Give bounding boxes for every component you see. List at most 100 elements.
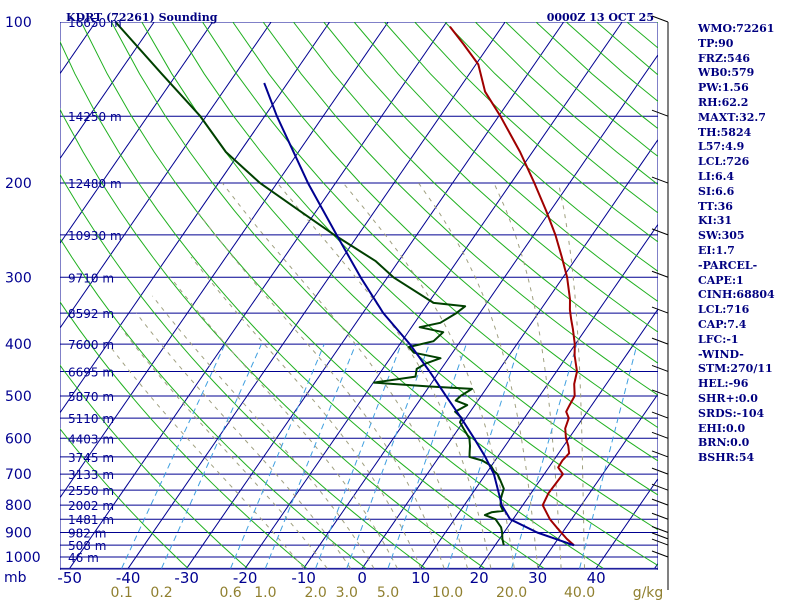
height-label: 6695 m [68, 365, 114, 379]
wind-barb [651, 532, 669, 540]
index-item: SHR+:0.0 [698, 391, 758, 405]
temperature-tick-label: -30 [174, 569, 199, 587]
dry-adiabat-line [202, 22, 658, 462]
temperature-tick-label: 10 [411, 569, 430, 587]
isotherm-line [478, 308, 658, 569]
dry-adiabat-line [262, 22, 658, 396]
height-label: 8592 m [68, 307, 114, 321]
wind-barb [651, 431, 669, 439]
index-item: LCL:716 [698, 303, 750, 317]
temperature-tick-label: -10 [291, 569, 316, 587]
mixing-ratio-tick-label: 0.2 [150, 585, 172, 600]
pressure-tick-label: 800 [5, 498, 32, 514]
wind-barb [651, 306, 669, 314]
dry-adiabat-line [60, 427, 189, 569]
moist-adiabat-line [493, 182, 562, 569]
mixing-ratio-tick-label: 0.6 [219, 585, 241, 600]
height-label: 1481 m [68, 513, 114, 527]
wind-barb-staff [651, 15, 669, 590]
chart-title: KDRT (72261) Sounding [66, 11, 218, 24]
chart-background-lines [0, 22, 658, 570]
isotherm-line [537, 393, 658, 569]
pressure-tick-label: 400 [5, 337, 32, 353]
mixing-ratio-tick-label: 10.0 [432, 585, 463, 600]
index-item: CINH:68804 [698, 288, 775, 302]
index-item: RH:62.2 [698, 95, 749, 109]
dry-adiabat-line [60, 40, 545, 569]
mixing-ratio-tick-label: 1.0 [254, 585, 276, 600]
mixing-ratio-line [230, 343, 325, 569]
isotherm-line [60, 22, 272, 329]
sounding-profiles [114, 22, 578, 547]
mixing-ratio-line [315, 343, 402, 569]
height-label: 2002 m [68, 499, 114, 513]
index-item: BRN:0.0 [698, 436, 750, 450]
temperature-tick-label: -20 [233, 569, 258, 587]
mixing-ratio-line [161, 343, 262, 569]
index-item: STM:270/11 [698, 362, 773, 376]
height-label: 9710 m [68, 271, 114, 285]
isotherm-line [69, 22, 448, 569]
index-item: -PARCEL- [698, 258, 758, 272]
pressure-tick-label: 700 [5, 467, 32, 483]
dry-adiabat-line [353, 22, 658, 303]
wind-barb [651, 15, 669, 23]
mixing-ratio-tick-label: 3.0 [336, 585, 358, 600]
pressure-tick-label: 1000 [5, 550, 41, 566]
temperature-tick-label: -40 [116, 569, 141, 587]
wind-barb [651, 450, 669, 458]
temperature-tick-label: 20 [470, 569, 489, 587]
height-label: 3745 m [68, 451, 114, 465]
mixing-ratio-line [447, 343, 521, 569]
mixing-ratio-tick-label: 2.0 [305, 585, 327, 600]
moist-adiabat-line [135, 312, 351, 569]
mixing-ratio-tick-label: 40.0 [564, 585, 595, 600]
pressure-tick-label: 300 [5, 270, 32, 286]
dry-adiabat-line [60, 364, 248, 569]
mixing-ratio-line [121, 343, 226, 569]
temperature-tick-label: 40 [587, 569, 606, 587]
mixing-ratio-unit-label: g/kg [633, 585, 664, 600]
index-item: CAP:7.4 [698, 317, 747, 331]
sounding-timestamp: 0000Z 13 OCT 25 [547, 11, 654, 24]
moist-adiabat-line [107, 343, 305, 569]
dry-adiabat-line [60, 108, 485, 569]
height-label: 3133 m [68, 468, 114, 482]
dry-adiabat-line [293, 22, 658, 364]
wind-barb [651, 550, 669, 558]
dry-adiabat-line [111, 22, 658, 567]
dry-adiabat-line [60, 173, 426, 569]
wind-barb [651, 411, 669, 419]
isotherm-line [244, 22, 623, 569]
wind-barb [651, 498, 669, 506]
index-item: SRDS:-104 [698, 406, 765, 420]
wind-barb [651, 228, 669, 236]
height-label: 5870 m [68, 390, 114, 404]
wind-barb [651, 176, 669, 184]
index-item: WB0:579 [698, 66, 755, 80]
temperature-tick-label: 30 [528, 569, 547, 587]
pressure-tick-label: 200 [5, 176, 32, 192]
wind-barb [651, 512, 669, 520]
isotherm-line [127, 22, 506, 569]
mixing-ratio-line [579, 343, 638, 569]
pressure-tick-label: 900 [5, 526, 32, 542]
isotherm-line [361, 138, 658, 569]
isotherm-line [420, 223, 658, 569]
height-label: 10930 m [68, 229, 122, 243]
index-item: MAXT:32.7 [698, 110, 766, 124]
mixing-ratio-line [264, 343, 357, 569]
isotherm-line [0, 22, 37, 568]
index-item: TP:90 [698, 36, 734, 50]
temperature-tick-label: 0 [357, 569, 367, 587]
wind-barb [651, 365, 669, 372]
index-item: TH:5824 [698, 125, 752, 139]
index-item: EI:1.7 [698, 243, 735, 257]
index-item: L57:4.9 [698, 140, 745, 154]
height-label: 16650 m [68, 16, 122, 30]
index-item: -WIND- [698, 347, 744, 361]
pressure-tick-label: 600 [5, 431, 32, 447]
index-item: HEL:-96 [698, 377, 749, 391]
index-item: SW:305 [698, 229, 745, 243]
index-item: EHI:0.0 [698, 421, 746, 435]
